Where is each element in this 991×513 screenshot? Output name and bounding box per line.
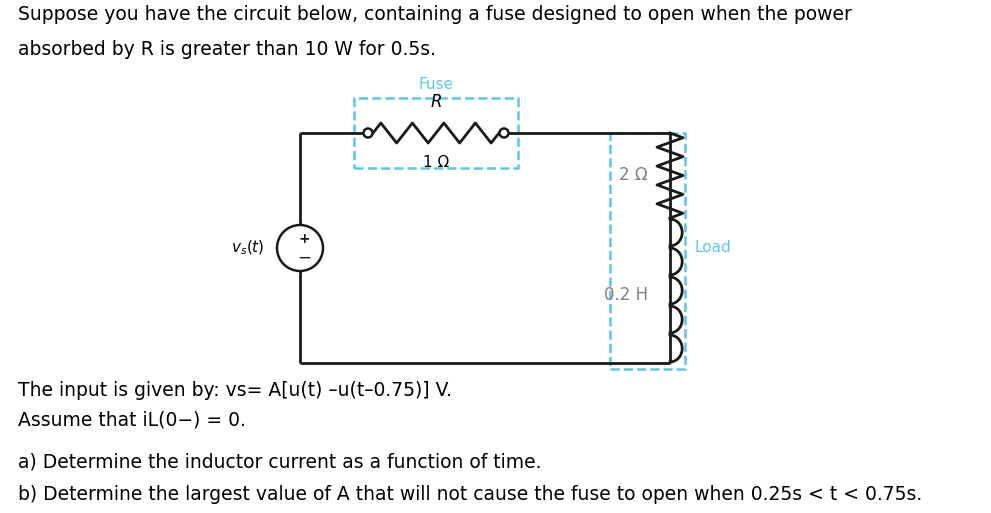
Circle shape (277, 225, 323, 271)
Text: Assume that iL(0−) = 0.: Assume that iL(0−) = 0. (18, 411, 246, 430)
Text: absorbed by R is greater than 10 W for 0.5s.: absorbed by R is greater than 10 W for 0… (18, 40, 436, 59)
Text: The input is given by: vs= A[u(t) –u(t–0.75)] V.: The input is given by: vs= A[u(t) –u(t–0… (18, 381, 452, 400)
Bar (354, 98, 518, 168)
Text: Suppose you have the circuit below, containing a fuse designed to open when the : Suppose you have the circuit below, cont… (18, 5, 852, 24)
Text: −: − (297, 249, 311, 267)
Circle shape (364, 128, 373, 137)
Bar (610, 133, 685, 369)
Text: 0.2 H: 0.2 H (604, 286, 648, 305)
Text: +: + (298, 232, 310, 246)
Text: 1 Ω: 1 Ω (423, 155, 449, 170)
Text: b) Determine the largest value of A that will not cause the fuse to open when 0.: b) Determine the largest value of A that… (18, 485, 923, 504)
Circle shape (499, 128, 508, 137)
Text: R: R (430, 93, 442, 111)
Text: 2 Ω: 2 Ω (619, 167, 648, 185)
Text: $v_s(t)$: $v_s(t)$ (232, 239, 265, 257)
Text: a) Determine the inductor current as a function of time.: a) Determine the inductor current as a f… (18, 453, 541, 472)
Text: Load: Load (695, 241, 731, 255)
Text: Fuse: Fuse (418, 77, 454, 92)
